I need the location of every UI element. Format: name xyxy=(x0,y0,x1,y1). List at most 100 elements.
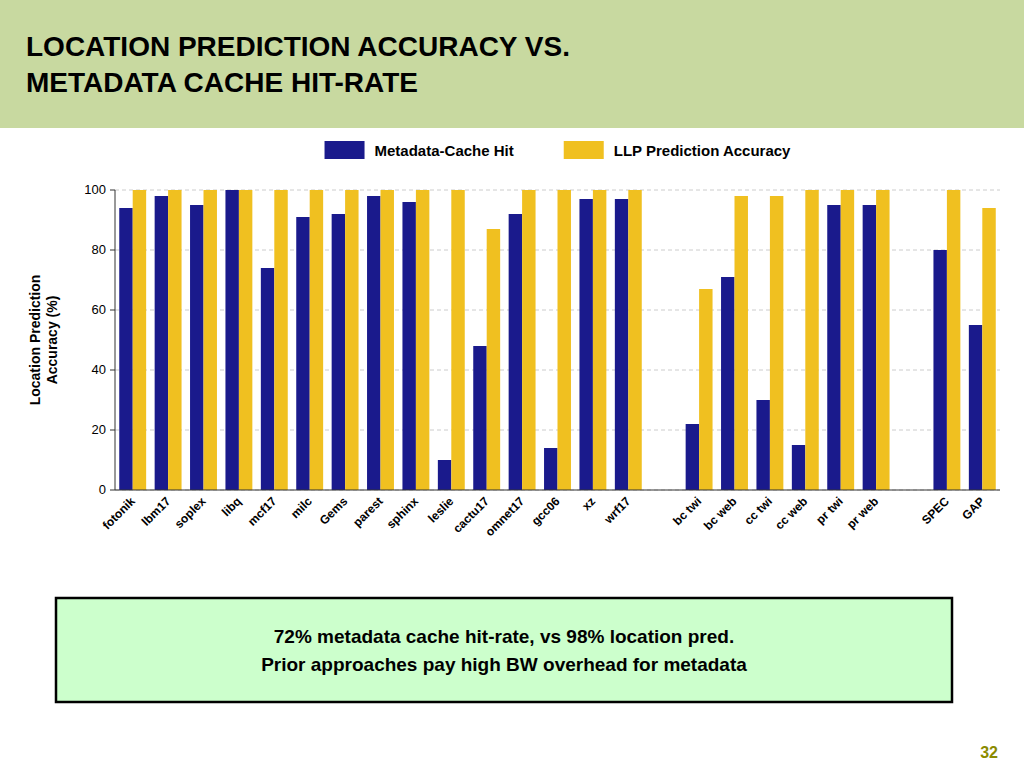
bar xyxy=(841,190,854,490)
bar xyxy=(982,208,995,490)
x-tick-label: pr web xyxy=(844,494,881,531)
bar xyxy=(296,217,309,490)
bar xyxy=(487,229,500,490)
chart-svg: LOCATION PREDICTION ACCURACY VS. METADATA… xyxy=(0,0,1024,768)
legend-swatch xyxy=(325,141,365,159)
bar xyxy=(345,190,358,490)
bar xyxy=(628,190,641,490)
x-tick-label: Gems xyxy=(317,494,351,528)
bar xyxy=(876,190,889,490)
bar-series xyxy=(133,190,996,490)
text-line: Prior approaches pay high BW overhead fo… xyxy=(261,654,747,675)
bar xyxy=(933,250,946,490)
text-line: 72% metadata cache hit-rate, vs 98% loca… xyxy=(274,626,734,647)
bar xyxy=(558,190,571,490)
x-tick-label: bc web xyxy=(701,494,740,533)
y-tick-label: 80 xyxy=(92,242,106,257)
x-axis: fotoniklbm17soplexlibqmcf17milcGemspares… xyxy=(100,494,988,539)
chart-container: LOCATION PREDICTION ACCURACY VS. METADATA… xyxy=(0,0,1024,768)
legend-item: Metadata-Cache Hit xyxy=(325,141,514,159)
x-tick-label: bc twi xyxy=(670,494,704,528)
bar xyxy=(451,190,464,490)
bar xyxy=(274,190,287,490)
annotation: 72% metadata cache hit-rate, vs 98% loca… xyxy=(261,626,747,675)
x-tick-label: leslie xyxy=(425,494,456,525)
bar xyxy=(438,460,451,490)
y-tick xyxy=(110,250,115,251)
legend-label: Metadata-Cache Hit xyxy=(375,142,514,159)
bar xyxy=(522,190,535,490)
bar xyxy=(735,196,748,490)
bar xyxy=(827,205,840,490)
bar xyxy=(381,190,394,490)
x-tick-label: lbm17 xyxy=(139,494,174,529)
y-axis-label: Location PredictionAccuracy (%) xyxy=(27,275,60,406)
bar xyxy=(225,190,238,490)
x-axis-line xyxy=(115,490,1000,491)
x-tick-label: wrf17 xyxy=(601,494,634,527)
text-line: LOCATION PREDICTION ACCURACY VS. xyxy=(26,31,570,62)
x-tick-label: SPEC xyxy=(919,494,952,527)
bar xyxy=(332,214,345,490)
bar xyxy=(155,196,168,490)
legend-swatch xyxy=(564,141,604,159)
text-line: Location Prediction xyxy=(27,275,43,406)
y-tick-label: 100 xyxy=(84,182,106,197)
bar xyxy=(805,190,818,490)
bar xyxy=(168,190,181,490)
title-banner xyxy=(0,0,1024,128)
x-tick-label: gcc06 xyxy=(529,494,563,528)
bar xyxy=(756,400,769,490)
x-tick-label: cc web xyxy=(772,494,810,532)
y-axis: 0 20 40 60 80 100 xyxy=(84,182,115,497)
bar xyxy=(509,214,522,490)
x-tick-label: pr twi xyxy=(813,494,846,527)
bar xyxy=(947,190,960,490)
y-axis-line xyxy=(115,190,116,490)
bars xyxy=(119,190,996,490)
bar xyxy=(792,445,805,490)
bar xyxy=(544,448,557,490)
bar xyxy=(402,202,415,490)
x-tick-label: parest xyxy=(350,494,385,529)
y-tick xyxy=(110,490,115,491)
bar xyxy=(863,205,876,490)
bar xyxy=(239,190,252,490)
bar-series xyxy=(119,190,982,490)
title: LOCATION PREDICTION ACCURACY VS. METADATA… xyxy=(26,31,570,98)
legend: Metadata-Cache Hit LLP Prediction Accurac… xyxy=(325,141,792,159)
slide-number: 32 xyxy=(980,744,998,761)
y-tick xyxy=(110,430,115,431)
grid-line xyxy=(115,490,1000,491)
background xyxy=(0,0,1024,768)
bar xyxy=(579,199,592,490)
grid xyxy=(115,190,1000,490)
x-tick-label: omnet17 xyxy=(482,494,527,539)
x-tick-label: soplex xyxy=(172,494,209,531)
x-tick-label: sphinx xyxy=(384,494,421,531)
bar xyxy=(699,289,712,490)
legend-item: LLP Prediction Accuracy xyxy=(564,141,791,159)
x-tick-label: xz xyxy=(579,494,598,513)
text-line: Accuracy (%) xyxy=(44,296,60,385)
y-tick xyxy=(110,310,115,311)
x-tick-label: GAP xyxy=(959,494,987,522)
bar xyxy=(367,196,380,490)
bar xyxy=(261,268,274,490)
y-tick-label: 0 xyxy=(99,482,106,497)
bar xyxy=(473,346,486,490)
y-tick xyxy=(110,190,115,191)
y-tick xyxy=(110,370,115,371)
legend-label: LLP Prediction Accuracy xyxy=(614,142,791,159)
bar xyxy=(190,205,203,490)
y-tick-label: 60 xyxy=(92,302,106,317)
y-tick-label: 40 xyxy=(92,362,106,377)
text-line: METADATA CACHE HIT-RATE xyxy=(26,67,418,98)
bar xyxy=(615,199,628,490)
y-tick-label: 20 xyxy=(92,422,106,437)
bar xyxy=(204,190,217,490)
bar xyxy=(969,325,982,490)
bar xyxy=(416,190,429,490)
bar xyxy=(770,196,783,490)
annotation-box xyxy=(56,598,952,702)
